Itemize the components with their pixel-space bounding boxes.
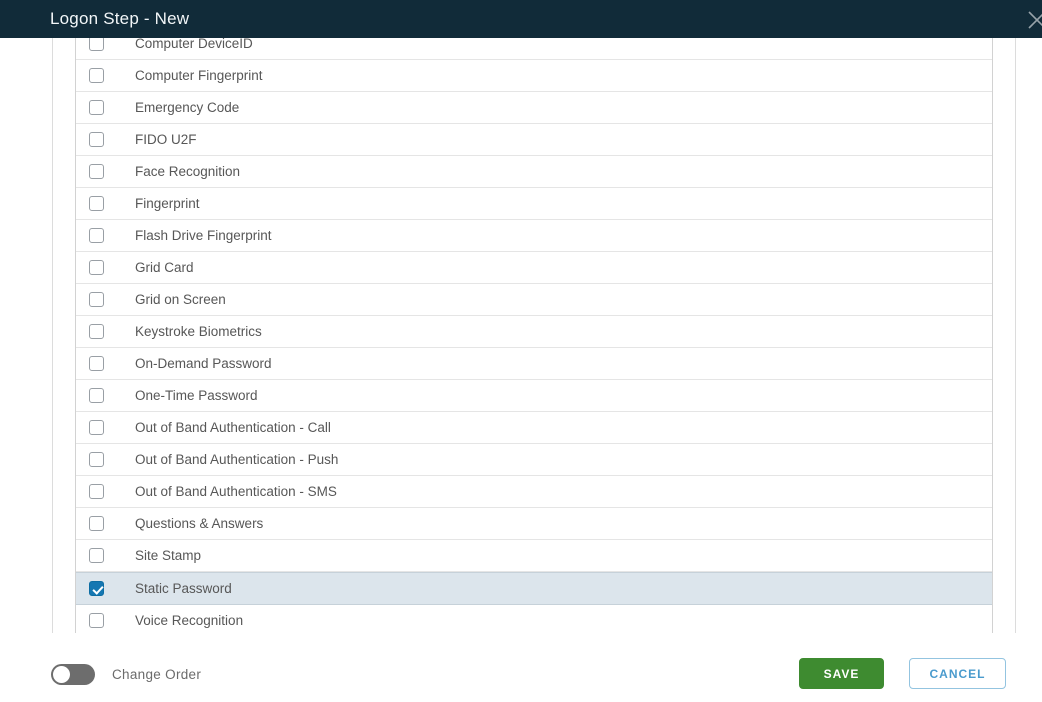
list-item-label: Computer Fingerprint [135,68,263,83]
list-item[interactable]: Computer Fingerprint [76,60,992,92]
list-item-label: Out of Band Authentication - Push [135,452,339,467]
list-item-label: Questions & Answers [135,516,264,531]
list-item[interactable]: Keystroke Biometrics [76,316,992,348]
list-item[interactable]: Face Recognition [76,156,992,188]
list-item[interactable]: Site Stamp [76,540,992,572]
list-item-label: On-Demand Password [135,356,272,371]
checkbox[interactable] [89,613,104,628]
list-item-label: Site Stamp [135,548,202,563]
list-item-label: Face Recognition [135,164,241,179]
list-item[interactable]: Out of Band Authentication - SMS [76,476,992,508]
checkbox[interactable] [89,164,104,179]
list-item-label: One-Time Password [135,388,258,403]
toggle-knob-icon [53,665,70,683]
list-item-label: Out of Band Authentication - Call [135,420,331,435]
list-item-label: Fingerprint [135,196,200,211]
list-item[interactable]: Flash Drive Fingerprint [76,220,992,252]
modal-footer: Change Order SAVE CANCEL [0,652,1042,696]
checkbox[interactable] [89,324,104,339]
checkbox[interactable] [89,100,104,115]
list-item[interactable]: Static Password [76,572,992,605]
list-item-label: Grid Card [135,260,194,275]
list-item-label: FIDO U2F [135,132,197,147]
list-item-label: Keystroke Biometrics [135,324,262,339]
list-item[interactable]: On-Demand Password [76,348,992,380]
list-item-label: Static Password [135,581,232,596]
checkbox[interactable] [89,581,104,596]
list-item[interactable]: Grid Card [76,252,992,284]
checkbox[interactable] [89,292,104,307]
list-item-label: Flash Drive Fingerprint [135,228,272,243]
list-item[interactable]: Computer DeviceID [76,38,992,60]
list-item[interactable]: Fingerprint [76,188,992,220]
checkbox[interactable] [89,388,104,403]
list-item[interactable]: One-Time Password [76,380,992,412]
checkbox[interactable] [89,484,104,499]
list-item[interactable]: Out of Band Authentication - Call [76,412,992,444]
checkbox[interactable] [89,516,104,531]
list-item[interactable]: Out of Band Authentication - Push [76,444,992,476]
list-item-label: Emergency Code [135,100,240,115]
checkbox[interactable] [89,228,104,243]
checkbox[interactable] [89,196,104,211]
cancel-button[interactable]: CANCEL [909,658,1006,689]
list-item-label: Computer DeviceID [135,38,253,51]
list-item[interactable]: Questions & Answers [76,508,992,540]
checkbox[interactable] [89,132,104,147]
checkbox[interactable] [89,452,104,467]
list-item-label: Grid on Screen [135,292,226,307]
auth-method-table: Computer DeviceID Computer Fingerprint E… [75,38,993,633]
list-item[interactable]: FIDO U2F [76,124,992,156]
change-order-toggle[interactable] [51,663,95,685]
modal-header: Logon Step - New [0,0,1042,38]
list-item[interactable]: Voice Recognition [76,605,992,633]
list-item-label: Voice Recognition [135,613,244,628]
checkbox[interactable] [89,420,104,435]
list-item[interactable]: Emergency Code [76,92,992,124]
checkbox[interactable] [89,38,104,51]
auth-method-list-viewport[interactable]: Computer DeviceID Computer Fingerprint E… [52,38,1016,633]
list-item-label: Out of Band Authentication - SMS [135,484,337,499]
checkbox[interactable] [89,68,104,83]
change-order-toggle-group[interactable]: Change Order [51,663,202,685]
close-icon[interactable] [1026,9,1042,31]
modal-title: Logon Step - New [50,9,190,28]
list-item[interactable]: Grid on Screen [76,284,992,316]
checkbox[interactable] [89,548,104,563]
checkbox[interactable] [89,356,104,371]
checkbox[interactable] [89,260,104,275]
footer-buttons: SAVE CANCEL [799,658,1006,689]
save-button[interactable]: SAVE [799,658,884,689]
change-order-label: Change Order [112,666,202,682]
